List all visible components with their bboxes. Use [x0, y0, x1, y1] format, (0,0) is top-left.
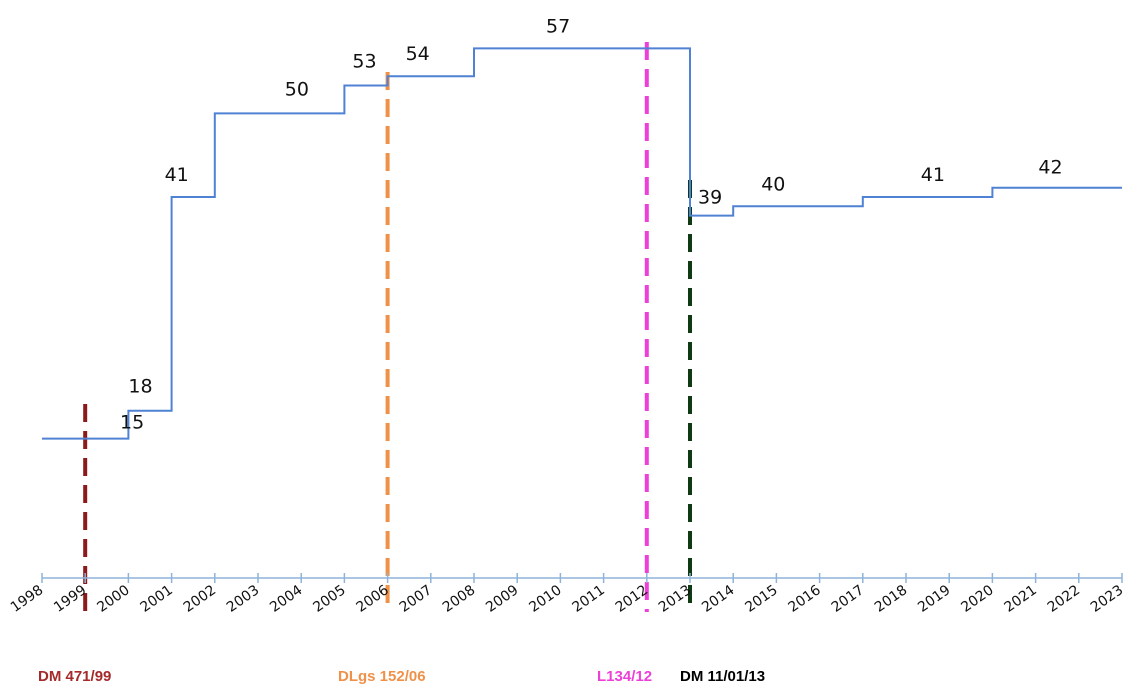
step-series-line: [42, 47, 1122, 440]
x-tick-label: 2014: [699, 582, 737, 616]
event-lines-layer: [83, 42, 692, 612]
x-tick-label: 2010: [526, 582, 564, 616]
step-value-label: 57: [546, 15, 570, 37]
step-value-label: 53: [352, 50, 376, 72]
step-value-label: 41: [165, 164, 189, 186]
event-label-dm-471-99: DM 471/99: [38, 668, 112, 685]
step-value-label: 15: [120, 412, 144, 434]
x-tick-label: 2022: [1045, 582, 1083, 616]
x-tick-label: 2023: [1088, 582, 1126, 616]
x-tick-label: 2000: [94, 582, 132, 616]
x-tick-label: 2011: [570, 582, 608, 616]
x-tick-label: 2009: [483, 582, 521, 616]
step-value-label: 40: [761, 173, 785, 195]
event-label-dm-11-01-13: DM 11/01/13: [680, 668, 766, 685]
x-tick-label: 2001: [138, 582, 176, 616]
step-value-label: 50: [285, 78, 309, 100]
x-tick-label: 2020: [958, 582, 996, 616]
x-tick-label: 2015: [742, 582, 780, 616]
step-labels-layer: 15 18 41 50 53 54 57 39 40 41 42: [120, 15, 1063, 433]
x-tick-label: 2008: [440, 582, 478, 616]
step-value-label: 18: [128, 376, 152, 398]
x-axis-ticks-layer: 1998 1999 2000 2001 2002 2003 2004 2005 2006 2007…: [8, 573, 1126, 616]
x-tick-label: 2019: [915, 582, 953, 616]
x-tick-label: 2007: [397, 582, 435, 616]
x-tick-label: 2016: [786, 582, 824, 616]
step-value-label: 42: [1038, 157, 1062, 179]
x-tick-label: 2006: [354, 582, 392, 616]
x-tick-label: 2021: [1002, 582, 1040, 616]
step-value-label: 39: [698, 187, 722, 209]
event-label-dlgs-152-06: DLgs 152/06: [338, 668, 426, 685]
step-value-label: 41: [921, 164, 945, 186]
x-tick-label: 2003: [224, 582, 262, 616]
event-label-l134-12: L134/12: [597, 668, 653, 685]
x-tick-label: 1998: [8, 582, 46, 616]
x-tick-label: 2017: [829, 582, 867, 616]
x-tick-label: 2018: [872, 582, 910, 616]
x-tick-label: 2005: [310, 582, 348, 616]
x-tick-label: 2002: [181, 582, 219, 616]
step-value-label: 54: [406, 43, 430, 65]
x-tick-label: 2013: [656, 582, 694, 616]
x-tick-label: 2004: [267, 582, 305, 616]
